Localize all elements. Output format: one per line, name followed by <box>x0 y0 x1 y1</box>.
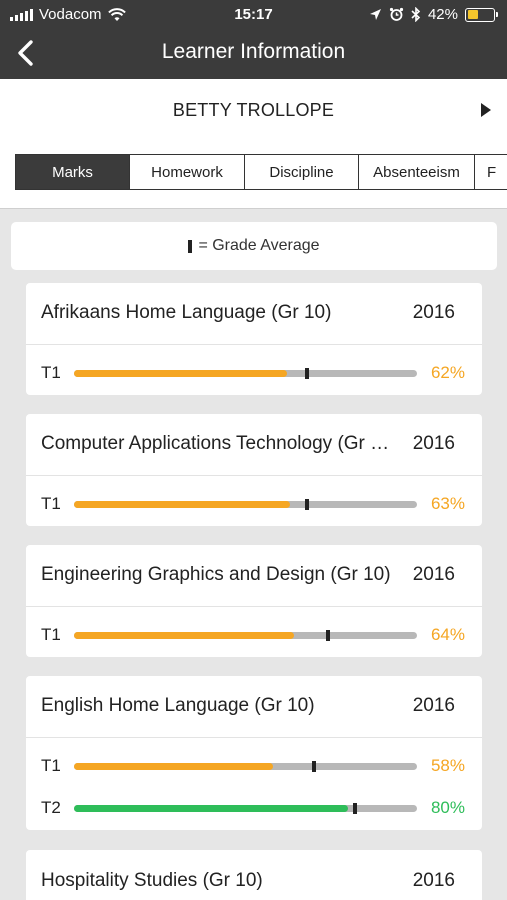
learner-name: BETTY TROLLOPE <box>172 100 335 120</box>
triangle-right-icon[interactable] <box>481 103 491 117</box>
segmented-tabs: Marks Homework Discipline Absenteeism F <box>15 154 507 190</box>
top-bar: Vodacom 15:17 42% Learner Information <box>0 0 507 79</box>
subject-card[interactable]: Engineering Graphics and Design (Gr 10) … <box>26 545 482 657</box>
subject-card[interactable]: Hospitality Studies (Gr 10) 2016 <box>26 850 482 900</box>
grade-average-legend: = Grade Average <box>11 222 497 270</box>
subject-header: Computer Applications Technology (Gr 10)… <box>26 414 482 476</box>
learner-header: BETTY TROLLOPE Marks Homework Discipline… <box>0 79 507 209</box>
subject-name: Engineering Graphics and Design (Gr 10) <box>41 564 391 585</box>
term-row: T1 58% <box>26 746 482 788</box>
subject-name: English Home Language (Gr 10) <box>41 695 315 716</box>
carrier-label: Vodacom <box>39 6 102 23</box>
mark-bar <box>74 761 417 772</box>
status-time: 15:17 <box>234 6 273 23</box>
subject-card[interactable]: English Home Language (Gr 10) 2016 T1 58… <box>26 676 482 830</box>
legend-label: = Grade Average <box>198 237 320 254</box>
mark-percent: 80% <box>430 798 465 817</box>
tab-marks[interactable]: Marks <box>16 155 130 189</box>
nav-bar: Learner Information <box>0 30 507 79</box>
mark-bar-fill <box>74 805 349 812</box>
subject-year: 2016 <box>412 870 455 891</box>
alarm-icon <box>389 7 404 21</box>
subject-card[interactable]: Afrikaans Home Language (Gr 10) 2016 T1 … <box>26 283 482 395</box>
tab-homework[interactable]: Homework <box>130 155 245 189</box>
subject-name: Computer Applications Technology (Gr 10) <box>41 433 397 454</box>
term-label: T1 <box>41 494 61 513</box>
status-bar: Vodacom 15:17 42% <box>0 0 507 30</box>
subject-card[interactable]: Computer Applications Technology (Gr 10)… <box>26 414 482 526</box>
subject-name: Afrikaans Home Language (Gr 10) <box>41 302 332 323</box>
mark-bar-fill <box>74 632 294 639</box>
grade-average-marker <box>305 499 310 510</box>
mark-bar <box>74 630 417 641</box>
mark-percent: 62% <box>430 363 465 382</box>
grade-average-marker <box>305 368 310 379</box>
grade-average-marker-icon <box>188 239 193 253</box>
location-arrow-icon <box>369 9 381 20</box>
mark-bar-fill <box>74 370 287 377</box>
subject-header: Hospitality Studies (Gr 10) 2016 <box>26 850 482 900</box>
mark-bar <box>74 803 417 814</box>
mark-bar <box>74 499 417 510</box>
battery-percent: 42% <box>427 6 458 23</box>
term-row: T1 63% <box>26 484 482 526</box>
term-row: T1 64% <box>26 615 482 657</box>
subject-header: English Home Language (Gr 10) 2016 <box>26 676 482 738</box>
subject-year: 2016 <box>412 302 455 323</box>
subject-year: 2016 <box>412 695 455 716</box>
grade-average-marker <box>325 630 330 641</box>
tab-discipline[interactable]: Discipline <box>245 155 359 189</box>
term-label: T1 <box>41 625 61 644</box>
mark-bar <box>74 368 417 379</box>
subject-name: Hospitality Studies (Gr 10) <box>41 870 263 891</box>
page-title: Learner Information <box>161 40 346 63</box>
term-row: T1 62% <box>26 353 482 395</box>
grade-average-marker <box>312 761 317 772</box>
mark-percent: 58% <box>430 756 465 775</box>
cellular-signal-icon <box>10 8 33 21</box>
term-label: T1 <box>41 756 61 775</box>
tab-absenteeism[interactable]: Absenteeism <box>359 155 475 189</box>
wifi-icon <box>107 7 126 21</box>
grade-average-marker <box>353 803 358 814</box>
term-label: T1 <box>41 363 61 382</box>
subject-year: 2016 <box>412 433 455 454</box>
subject-year: 2016 <box>412 564 455 585</box>
subject-header: Engineering Graphics and Design (Gr 10) … <box>26 545 482 607</box>
tab-f[interactable]: F <box>475 155 507 189</box>
mark-bar-fill <box>74 763 273 770</box>
term-label: T2 <box>41 798 61 817</box>
subject-header: Afrikaans Home Language (Gr 10) 2016 <box>26 283 482 345</box>
mark-percent: 63% <box>430 494 465 513</box>
term-row: T2 80% <box>26 788 482 830</box>
battery-icon <box>465 7 498 22</box>
mark-percent: 64% <box>430 625 465 644</box>
chevron-left-icon[interactable] <box>12 38 40 68</box>
mark-bar-fill <box>74 501 291 508</box>
bluetooth-icon <box>411 7 421 22</box>
